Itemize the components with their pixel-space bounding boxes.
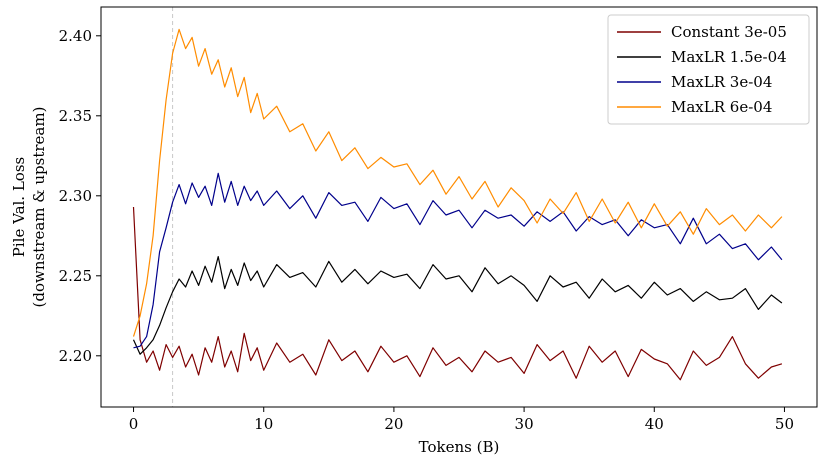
x-axis-label: Tokens (B) bbox=[419, 438, 500, 456]
plot-area-frame bbox=[100, 6, 818, 408]
x-axis: 0 10 20 30 40 50 bbox=[129, 407, 794, 433]
y-tick-label: 2.35 bbox=[59, 107, 92, 125]
y-tick-label: 2.20 bbox=[59, 347, 92, 365]
y-axis-label-line1: Pile Val. Loss bbox=[10, 157, 28, 257]
y-tick-label: 2.40 bbox=[59, 27, 92, 45]
y-tick-label: 2.30 bbox=[59, 187, 92, 205]
x-tick-label: 50 bbox=[775, 415, 794, 433]
x-tick-label: 20 bbox=[384, 415, 403, 433]
y-axis: 2.20 2.25 2.30 2.35 2.40 bbox=[59, 27, 101, 365]
series-lines bbox=[132, 28, 783, 381]
legend-box bbox=[607, 14, 810, 125]
series-line-3 bbox=[133, 172, 783, 349]
x-tick-label: 0 bbox=[129, 415, 139, 433]
legend-label: MaxLR 3e-04 bbox=[671, 73, 772, 91]
legend-label: MaxLR 6e-04 bbox=[671, 98, 772, 116]
legend-label: MaxLR 1.5e-04 bbox=[671, 48, 787, 66]
series-line-4 bbox=[132, 28, 783, 337]
series-line-1 bbox=[132, 206, 783, 381]
x-tick-label: 10 bbox=[254, 415, 273, 433]
y-axis-label-line2: (downstream & upstream) bbox=[30, 107, 48, 308]
x-tick-label: 40 bbox=[645, 415, 664, 433]
series-line-2 bbox=[132, 256, 783, 355]
y-tick-label: 2.25 bbox=[59, 267, 92, 285]
x-tick-label: 30 bbox=[515, 415, 534, 433]
legend-label: Constant 3e-05 bbox=[671, 23, 787, 41]
legend: Constant 3e-05 MaxLR 1.5e-04 MaxLR 3e-04 Ma… bbox=[607, 14, 810, 125]
